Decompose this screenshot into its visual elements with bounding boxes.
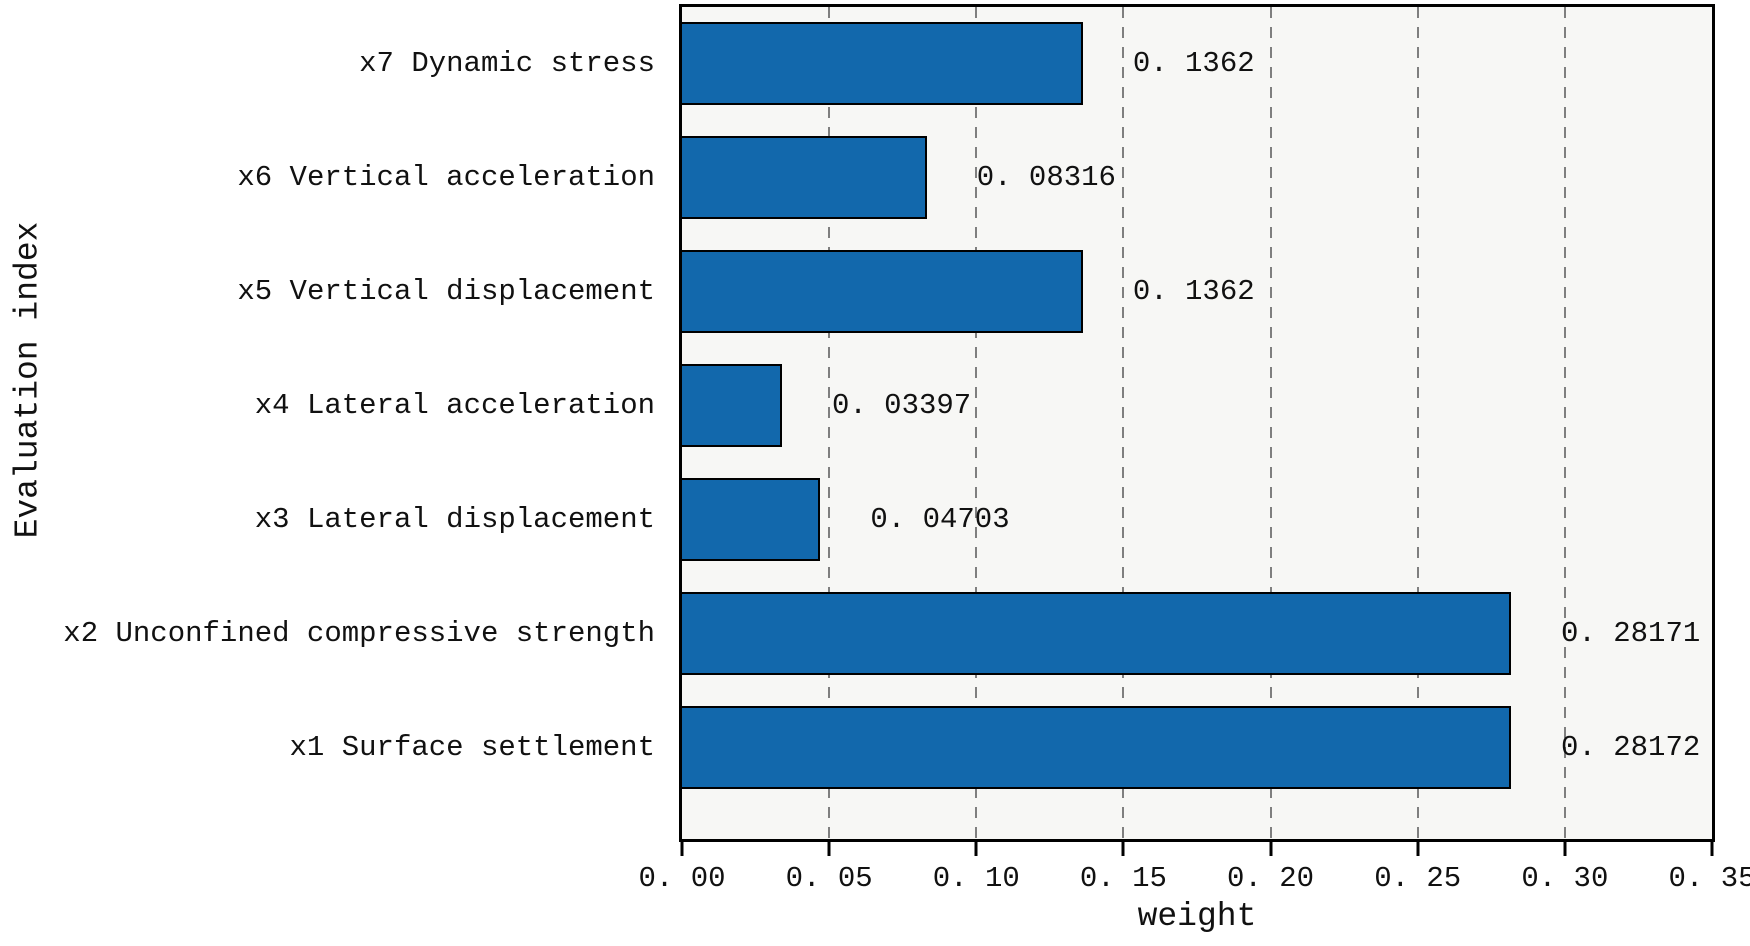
x-tick-label: 0. 35: [1668, 862, 1750, 895]
x-tick-label: 0. 30: [1521, 862, 1609, 895]
x-tick: [1563, 842, 1567, 856]
gridline-x-0.05: [828, 7, 831, 839]
y-tick-label: x6 Vertical acceleration: [237, 161, 655, 194]
bar-value-label: 0. 28172: [1561, 731, 1701, 764]
x-tick: [1269, 842, 1273, 856]
x-tick: [974, 842, 978, 856]
x-tick-label: 0. 15: [1079, 862, 1167, 895]
bar-value-label: 0. 1362: [1132, 47, 1255, 80]
bar-value-label: 0. 28171: [1561, 617, 1701, 650]
x-tick-label: 0. 00: [638, 862, 726, 895]
y-tick-label: x2 Unconfined compressive strength: [63, 617, 655, 650]
x-tick: [1416, 842, 1420, 856]
bar-x1: [682, 706, 1512, 789]
bar-value-label: 0. 04703: [870, 503, 1010, 536]
bar-value-label: 0. 08316: [976, 161, 1116, 194]
x-tick-label: 0. 05: [785, 862, 873, 895]
x-tick-label: 0. 20: [1227, 862, 1315, 895]
x-tick: [680, 842, 684, 856]
bar-x4: [682, 364, 782, 447]
bar-value-label: 0. 1362: [1132, 275, 1255, 308]
y-tick-label: x1 Surface settlement: [289, 731, 655, 764]
bar-x7: [682, 22, 1083, 105]
gridline-x-0.15: [1122, 7, 1125, 839]
gridline-x-0.2: [1269, 7, 1272, 839]
y-tick-label: x4 Lateral acceleration: [254, 389, 655, 422]
x-tick: [1710, 842, 1714, 856]
bar-x2: [682, 592, 1512, 675]
bar-x3: [682, 478, 821, 561]
gridline-x-0.25: [1416, 7, 1419, 839]
bar-x5: [682, 250, 1083, 333]
bar-x6: [682, 136, 927, 219]
x-tick: [827, 842, 831, 856]
gridline-x-0.1: [975, 7, 978, 839]
x-tick-label: 0. 25: [1374, 862, 1462, 895]
x-tick: [1121, 842, 1125, 856]
x-axis-title: weight: [1137, 898, 1257, 935]
x-tick-label: 0. 10: [932, 862, 1020, 895]
y-tick-label: x5 Vertical displacement: [237, 275, 655, 308]
gridline-x-0.3: [1563, 7, 1566, 839]
y-tick-label: x7 Dynamic stress: [359, 47, 655, 80]
bar-value-label: 0. 03397: [831, 389, 972, 422]
plot-area: 0. 1362 0. 08316 0. 1362 0. 03397 0. 04703 0.…: [679, 4, 1715, 842]
y-tick-label: x3 Lateral displacement: [254, 503, 655, 536]
